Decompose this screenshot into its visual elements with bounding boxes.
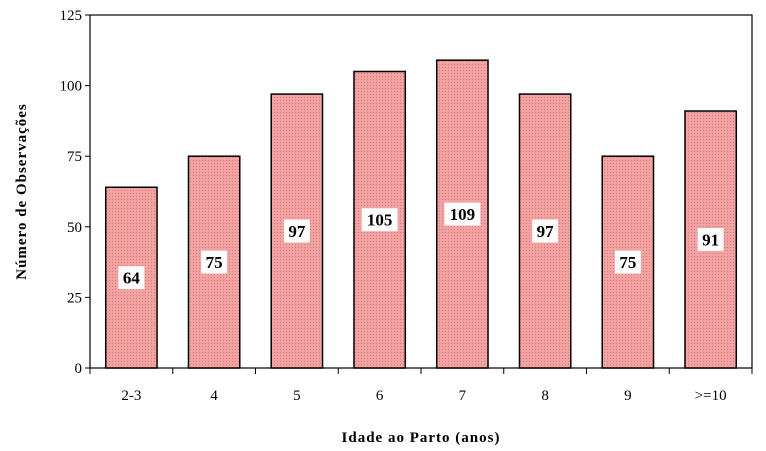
y-tick-label: 50 xyxy=(67,220,82,236)
data-label-background xyxy=(201,250,228,274)
data-label-background xyxy=(697,228,724,252)
y-axis-title: Número de Observações xyxy=(14,103,30,280)
data-label: 105 xyxy=(361,208,398,232)
data-label-text: 109 xyxy=(450,205,476,224)
y-tick-label: 75 xyxy=(67,149,82,165)
data-label-text: 64 xyxy=(123,269,141,288)
data-label-background xyxy=(361,208,398,232)
data-label: 109 xyxy=(444,202,481,226)
y-tick-label: 25 xyxy=(67,290,82,306)
y-tick-label: 100 xyxy=(60,79,83,95)
data-label: 91 xyxy=(697,228,724,252)
x-tick-label: 8 xyxy=(541,388,549,404)
data-label: 75 xyxy=(614,250,641,274)
data-label-text: 97 xyxy=(537,222,555,241)
y-tick-label: 125 xyxy=(60,8,83,24)
x-tick-label: 4 xyxy=(210,388,218,404)
x-tick-label: 7 xyxy=(459,388,467,404)
x-tick-label: 6 xyxy=(376,388,384,404)
y-tick-label: 0 xyxy=(75,361,83,377)
x-axis-title: Idade ao Parto (anos) xyxy=(342,430,501,446)
x-tick-label: 2-3 xyxy=(121,388,141,404)
data-label-background xyxy=(532,219,559,243)
bar-8 xyxy=(518,93,572,369)
data-label-background xyxy=(614,250,641,274)
data-label-background xyxy=(118,266,145,290)
data-label: 97 xyxy=(283,219,310,243)
data-label-text: 75 xyxy=(619,253,636,272)
data-label: 97 xyxy=(532,219,559,243)
x-tick-label: 9 xyxy=(624,388,632,404)
data-label-background xyxy=(283,219,310,243)
x-tick-label: 5 xyxy=(293,388,301,404)
data-label-background xyxy=(444,202,481,226)
data-labels: 64 75 97 105 109 97 75 91 xyxy=(118,202,724,290)
data-label-text: 91 xyxy=(702,231,719,250)
data-label-text: 75 xyxy=(206,253,223,272)
data-label-text: 97 xyxy=(288,222,306,241)
x-axis: 2-3 4 5 6 7 8 9 >=10 xyxy=(89,368,753,404)
data-label: 64 xyxy=(118,266,145,290)
x-tick-label: >=10 xyxy=(695,388,727,404)
data-label: 75 xyxy=(201,250,228,274)
data-label-text: 105 xyxy=(367,211,393,230)
y-axis: 0 25 50 75 100 125 xyxy=(60,8,90,377)
